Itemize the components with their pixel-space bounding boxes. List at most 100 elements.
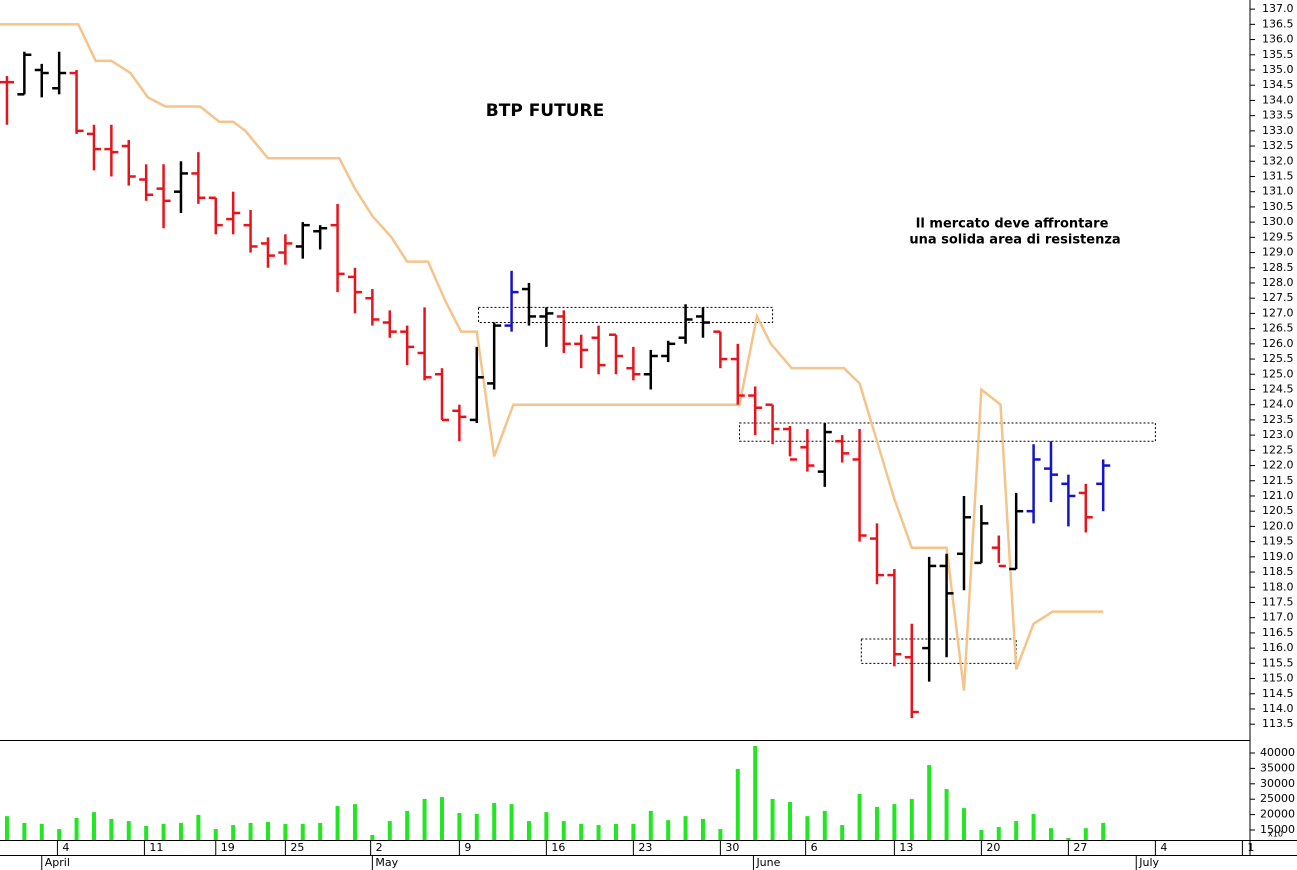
volume-bar	[248, 822, 253, 840]
month-label: April	[45, 856, 70, 869]
y-tick-label: 131.5	[1262, 169, 1294, 182]
volume-bar	[178, 822, 183, 840]
y-tick-label: 129.5	[1262, 230, 1294, 243]
y-tick-label: 120.5	[1262, 504, 1294, 517]
x-tick-label: 2	[376, 841, 383, 854]
volume-bar	[387, 821, 392, 840]
y-tick-label: 130.0	[1262, 215, 1294, 228]
volume-bar	[39, 823, 44, 840]
x-tick-label: 23	[638, 841, 652, 854]
y-tick-label: 30000	[1260, 777, 1295, 790]
y-tick-label: 35000	[1260, 761, 1295, 774]
x-tick-label: 30	[725, 841, 739, 854]
y-tick-label: 127.5	[1262, 291, 1294, 304]
annotation: una solida area di resistenza	[909, 233, 1120, 248]
x-tick-label: 9	[464, 841, 471, 854]
resistance-zone	[478, 306, 774, 324]
volume-bar	[544, 812, 549, 840]
y-tick-label: 118.5	[1262, 565, 1294, 578]
y-tick-label: 122.5	[1262, 443, 1294, 456]
volume-bar	[840, 825, 845, 840]
volume-bar	[1066, 837, 1071, 840]
volume-bar	[666, 820, 671, 840]
y-tick-label: 126.0	[1262, 337, 1294, 350]
y-tick-label: 124.5	[1262, 382, 1294, 395]
volume-bar	[613, 823, 618, 840]
volume-bar	[492, 802, 497, 840]
volume-bar	[335, 805, 340, 840]
y-tick-label: 134.0	[1262, 93, 1294, 106]
volume-bar	[961, 808, 966, 840]
volume-bar	[944, 789, 949, 840]
y-tick-label: 136.5	[1262, 17, 1294, 30]
x-tick-label: 11	[149, 841, 163, 854]
volume-bar	[787, 801, 792, 840]
x-tick-label: 4	[62, 841, 69, 854]
y-tick-label: 119.0	[1262, 550, 1294, 563]
x-tick-label: 25	[290, 841, 304, 854]
y-tick-label: 137.0	[1262, 2, 1294, 15]
y-tick-label: 136.0	[1262, 33, 1294, 46]
volume-bar	[300, 823, 305, 840]
volume-bar	[770, 798, 775, 840]
x-tick-label: 16	[551, 841, 565, 854]
y-tick-label: 125.0	[1262, 367, 1294, 380]
volume-bar	[1031, 813, 1036, 840]
x-tick-label: 20	[986, 841, 1000, 854]
volume-bar	[996, 826, 1001, 840]
y-tick-label: 135.0	[1262, 63, 1294, 76]
volume-bar	[161, 823, 166, 840]
y-tick-label: 113.5	[1262, 717, 1294, 730]
y-tick-label: 121.0	[1262, 489, 1294, 502]
volume-bar	[718, 829, 723, 840]
volume-bar	[231, 825, 236, 840]
y-tick-label: 131.0	[1262, 185, 1294, 198]
volume-bar	[579, 823, 584, 840]
y-tick-label: 116.5	[1262, 626, 1294, 639]
volume-bar	[979, 829, 984, 840]
y-tick-label: 15000	[1260, 823, 1295, 836]
volume-bar	[1101, 822, 1106, 840]
y-tick-label: 40000	[1260, 746, 1295, 759]
volume-bar	[318, 822, 323, 840]
y-tick-label: 115.5	[1262, 656, 1294, 669]
x-tick-label: 19	[221, 841, 235, 854]
y-tick-label: 20000	[1260, 808, 1295, 821]
volume-bar	[109, 818, 114, 840]
y-tick-label: 134.5	[1262, 78, 1294, 91]
y-tick-label: 135.5	[1262, 48, 1294, 61]
volume-bar	[144, 825, 149, 840]
resistance-zone	[739, 422, 1156, 442]
volume-bar	[526, 821, 531, 840]
volume-bar	[822, 810, 827, 840]
volume-bar	[735, 769, 740, 840]
y-tick-label: 133.5	[1262, 109, 1294, 122]
volume-bar	[422, 798, 427, 840]
y-tick-label: 124.0	[1262, 398, 1294, 411]
volume-bar	[405, 810, 410, 840]
resistance-zone	[860, 638, 1017, 664]
volume-bar	[1083, 828, 1088, 840]
volume-bar	[631, 823, 636, 840]
volume-bar	[474, 813, 479, 840]
y-tick-label: 128.5	[1262, 261, 1294, 274]
chart-title: BTP FUTURE	[486, 101, 604, 121]
volume-bar	[91, 812, 96, 840]
y-tick-label: 119.5	[1262, 535, 1294, 548]
y-tick-label: 114.0	[1262, 702, 1294, 715]
volume-bar	[4, 816, 9, 840]
volume-bar	[370, 834, 375, 840]
y-tick-label: 129.0	[1262, 246, 1294, 259]
volume-bar	[352, 804, 357, 840]
y-tick-label: 132.5	[1262, 139, 1294, 152]
volume-bar	[683, 816, 688, 840]
y-tick-label: 114.5	[1262, 687, 1294, 700]
month-label: June	[755, 856, 780, 869]
x-tick-label: 6	[811, 841, 818, 854]
volume-bar	[874, 806, 879, 840]
y-tick-label: 25000	[1260, 792, 1295, 805]
volume-bar	[857, 793, 862, 840]
volume-bar	[126, 821, 131, 840]
